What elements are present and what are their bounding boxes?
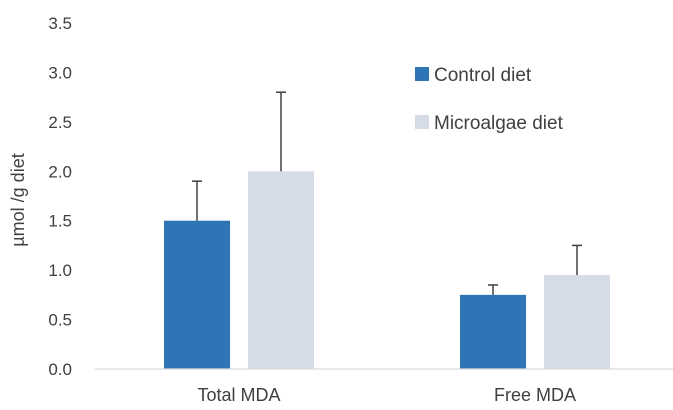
bar-microalgae-free-mda <box>544 275 610 369</box>
legend-label: Control diet <box>434 65 532 86</box>
bar-control-free-mda <box>460 294 526 369</box>
legend: Control diet Microalgae diet <box>415 65 564 134</box>
y-tick-label: 0.0 <box>48 360 72 379</box>
legend-label: Microalgae diet <box>434 113 564 134</box>
y-tick-label: 1.0 <box>48 261 72 280</box>
bar-control-total-mda <box>164 220 230 369</box>
y-tick-label: 2.0 <box>48 162 72 181</box>
bars-group <box>164 171 610 369</box>
y-tick-label: 3.5 <box>48 14 72 33</box>
y-tick-label: 1.5 <box>48 212 72 231</box>
y-axis-title: µmol /g diet <box>8 153 28 246</box>
error-bars-group <box>192 91 582 295</box>
y-tick-label: 3.0 <box>48 63 72 82</box>
y-axis-ticks: 0.0 0.5 1.0 1.5 2.0 2.5 3.0 3.5 <box>48 14 72 379</box>
legend-swatch <box>415 67 429 81</box>
x-category-label: Total MDA <box>197 385 280 405</box>
x-category-label: Free MDA <box>494 385 576 405</box>
y-tick-label: 0.5 <box>48 311 72 330</box>
x-axis-labels: Total MDA Free MDA <box>197 385 576 405</box>
y-tick-label: 2.5 <box>48 113 72 132</box>
legend-swatch <box>415 115 429 129</box>
bar-microalgae-total-mda <box>248 171 314 369</box>
